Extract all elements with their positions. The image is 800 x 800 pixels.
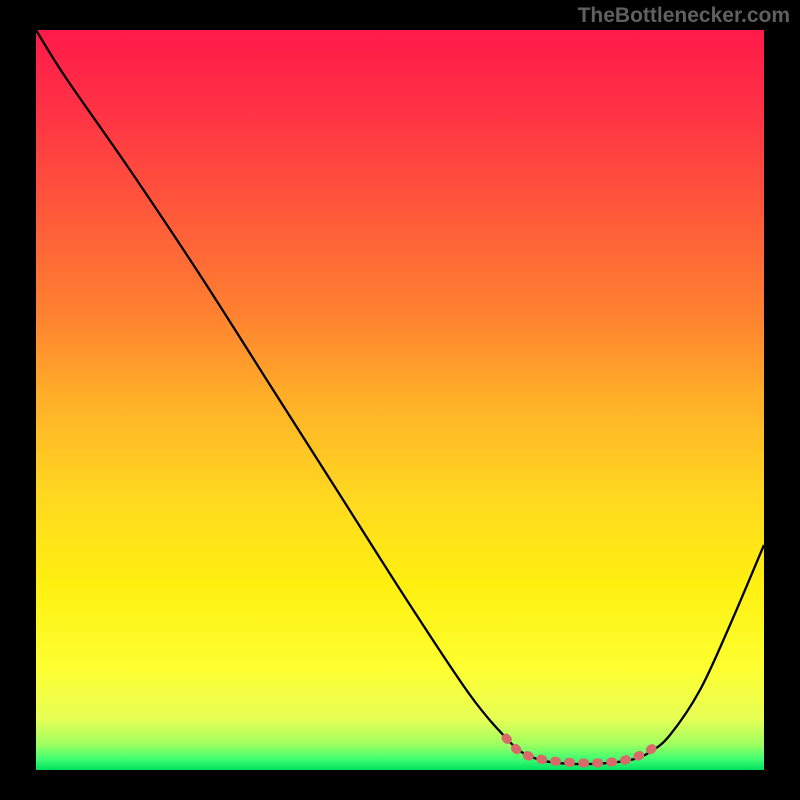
bottleneck-chart <box>0 0 800 800</box>
plot-gradient-area <box>36 30 764 770</box>
watermark-text: TheBottlenecker.com <box>578 4 790 28</box>
